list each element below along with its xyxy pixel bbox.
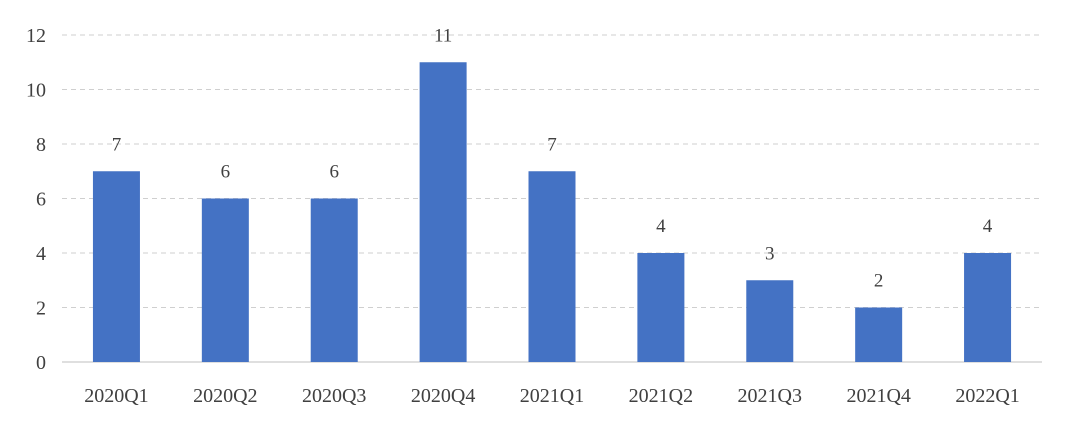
data-label: 7 — [547, 134, 557, 155]
y-tick-label: 2 — [36, 298, 46, 320]
data-label: 2 — [874, 271, 884, 292]
bar — [637, 253, 685, 362]
x-tick-label: 2021Q4 — [846, 385, 910, 407]
bar — [528, 171, 576, 362]
x-tick-label: 2020Q4 — [411, 385, 475, 407]
bar — [855, 307, 903, 362]
data-label: 4 — [983, 216, 993, 237]
x-tick-label: 2021Q3 — [738, 385, 802, 407]
y-axis-ticks: 0 2 4 6 8 10 12 — [26, 25, 46, 374]
bar — [419, 62, 467, 362]
y-tick-label: 12 — [26, 25, 46, 47]
data-label: 4 — [656, 216, 666, 237]
x-tick-label: 2021Q2 — [629, 385, 693, 407]
data-label: 7 — [112, 134, 122, 155]
x-tick-label: 2021Q1 — [520, 385, 584, 407]
data-label: 6 — [329, 162, 339, 183]
y-tick-label: 6 — [36, 189, 46, 211]
data-label: 6 — [221, 162, 231, 183]
data-label: 3 — [765, 243, 775, 264]
x-tick-label: 2020Q2 — [193, 385, 257, 407]
bar — [92, 171, 140, 362]
x-tick-label: 2022Q1 — [955, 385, 1019, 407]
x-tick-label: 2020Q1 — [84, 385, 148, 407]
data-label: 11 — [434, 25, 452, 46]
y-tick-label: 10 — [26, 80, 46, 102]
bar — [964, 253, 1012, 362]
y-tick-label: 4 — [36, 243, 46, 265]
data-labels: 7 6 6 11 7 4 3 2 4 — [112, 25, 993, 291]
y-tick-label: 0 — [36, 352, 46, 374]
y-tick-label: 8 — [36, 134, 46, 156]
x-tick-label: 2020Q3 — [302, 385, 366, 407]
bar — [310, 198, 358, 362]
bar — [746, 280, 794, 362]
bars — [92, 62, 1012, 362]
bar — [201, 198, 249, 362]
x-axis-labels: 2020Q1 2020Q2 2020Q3 2020Q4 2021Q1 2021Q2 2021… — [84, 385, 1020, 407]
